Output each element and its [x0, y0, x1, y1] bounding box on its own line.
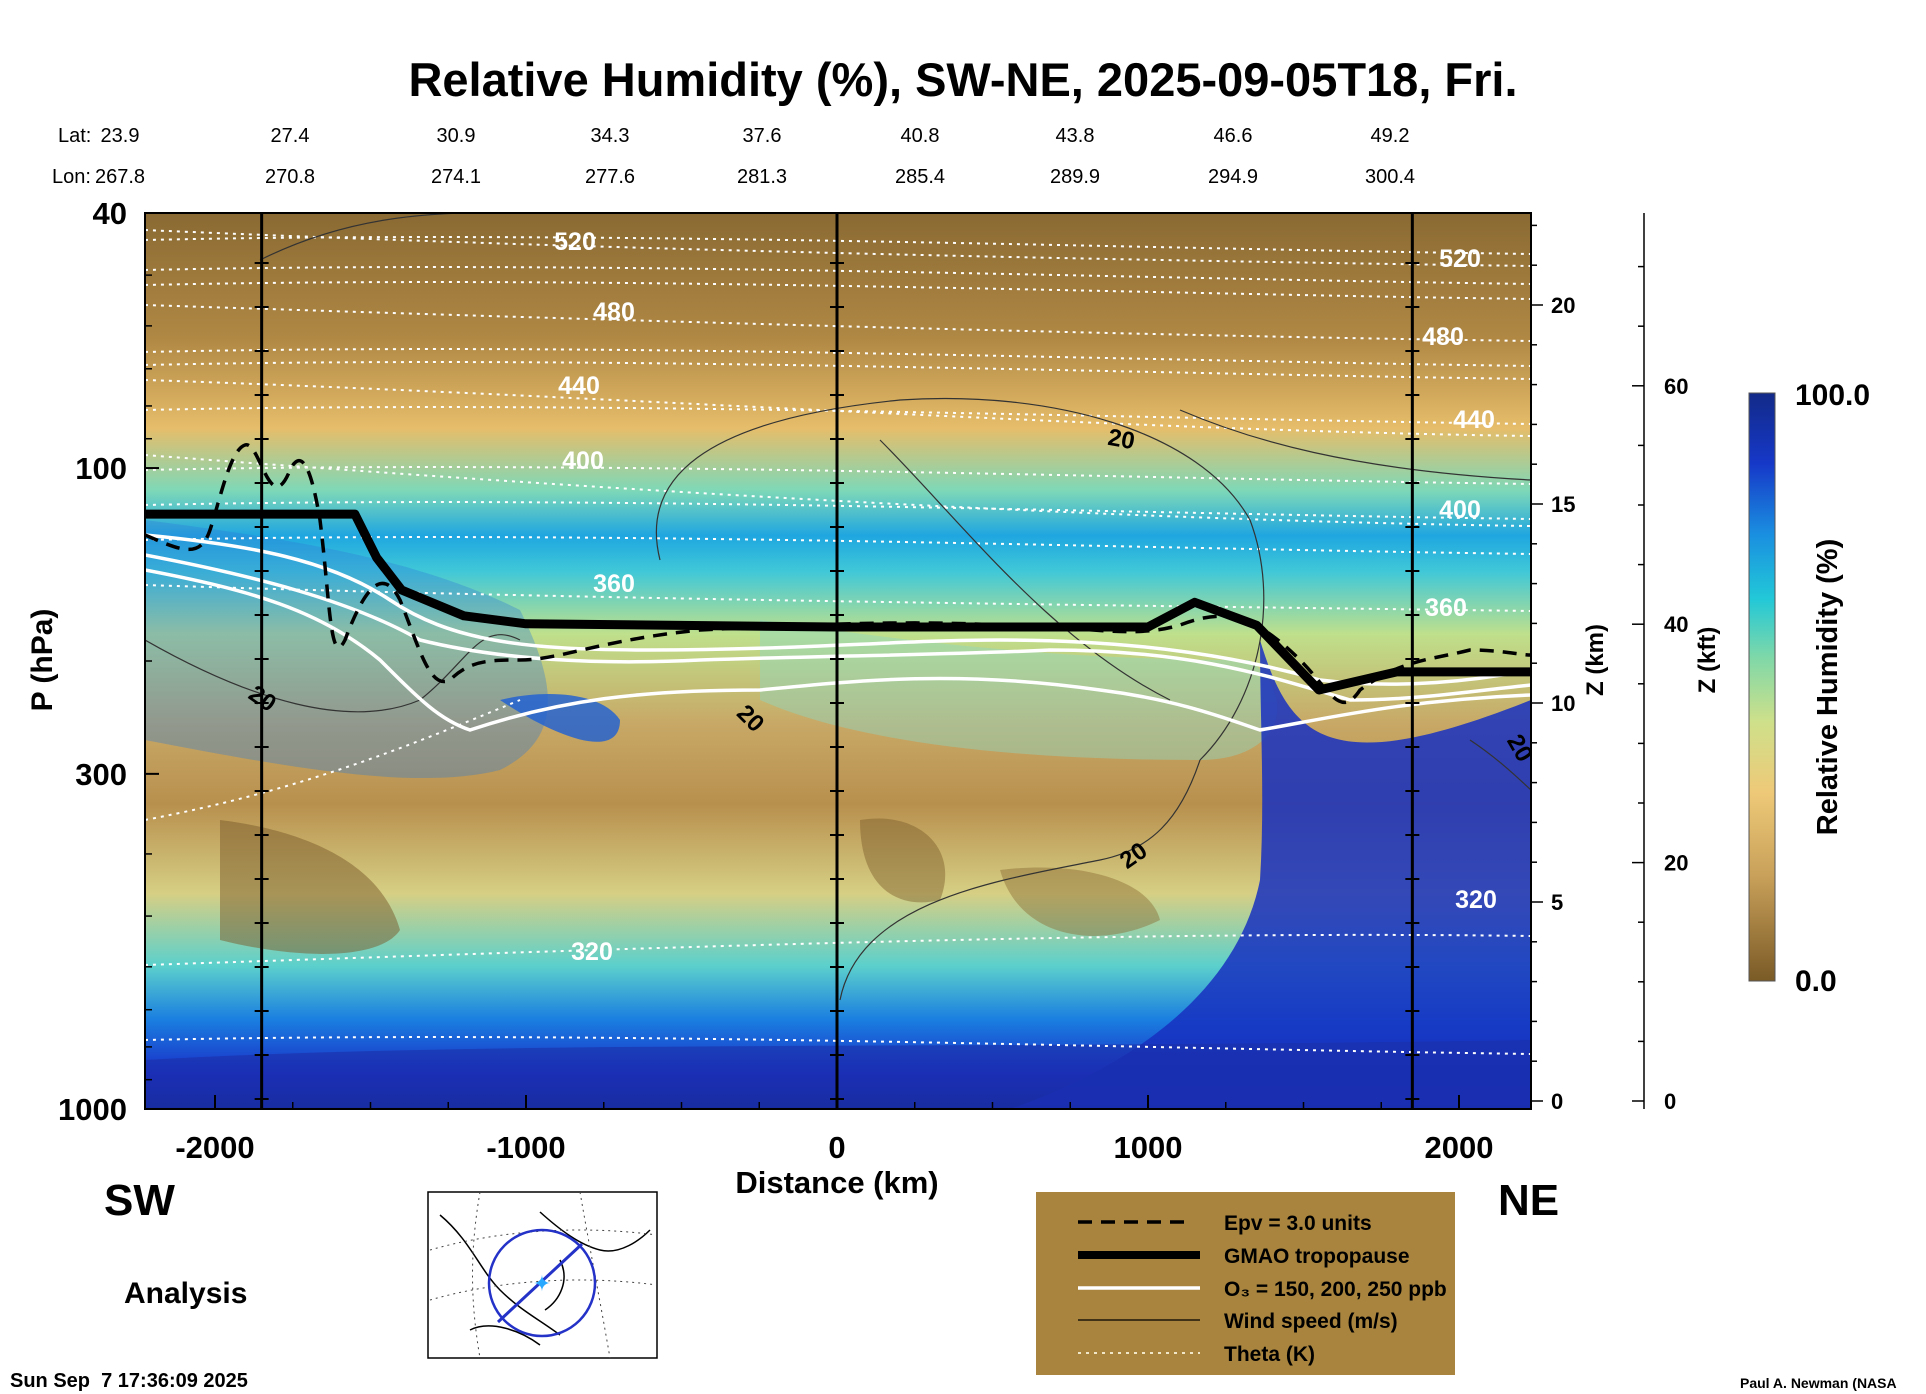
- analysis-label: Analysis: [124, 1277, 248, 1310]
- legend-tropopause: GMAO tropopause: [1224, 1245, 1410, 1268]
- colorbar-label: Relative Humidity (%): [1812, 539, 1844, 836]
- sw-direction-label: SW: [104, 1176, 175, 1225]
- theta-label: 320: [571, 938, 613, 966]
- lat-value: 27.4: [270, 125, 310, 147]
- y-tick-label: 300: [75, 757, 127, 792]
- lat-value: 30.9: [436, 125, 476, 147]
- x-axis-label: Distance (km): [735, 1165, 938, 1200]
- y-axis-z-km: 0 5 10 15 20: [1530, 213, 1575, 1114]
- credit: Paul A. Newman (NASA: [1740, 1375, 1897, 1391]
- legend-wind-speed: Wind speed (m/s): [1224, 1310, 1398, 1333]
- legend: Epv = 3.0 units GMAO tropopause O₃ = 150…: [1036, 1192, 1455, 1375]
- lon-value: 277.6: [584, 166, 636, 188]
- lat-value: 34.3: [590, 125, 630, 147]
- z-km-tick-label: 5: [1551, 890, 1563, 915]
- theta-label: 360: [593, 570, 635, 598]
- lat-value: 46.6: [1213, 125, 1253, 147]
- legend-theta: Theta (K): [1224, 1343, 1315, 1366]
- lon-value: 281.3: [736, 166, 788, 188]
- theta-label: 480: [593, 298, 635, 326]
- theta-label: 360: [1425, 594, 1467, 622]
- y-tick-label: 1000: [58, 1092, 127, 1127]
- wind-contour: [1179, 409, 1531, 481]
- lon-value: 267.8: [94, 166, 146, 188]
- theta-label: 440: [1453, 406, 1495, 434]
- y-axis-pressure: 40 100 300 1000: [58, 196, 159, 1127]
- lon-value: 294.9: [1207, 166, 1259, 188]
- lon-value: 285.4: [894, 166, 946, 188]
- theta-label: 520: [554, 228, 596, 256]
- legend-ozone: O₃ = 150, 200, 250 ppb: [1224, 1278, 1447, 1301]
- lon-value: 274.1: [430, 166, 482, 188]
- chart-title: Relative Humidity (%), SW-NE, 2025-09-05…: [408, 53, 1518, 106]
- theta-label: 520: [1439, 245, 1481, 273]
- lon-row-label: Lon:: [52, 166, 91, 188]
- map-center-marker: ✦: [533, 1271, 551, 1296]
- x-tick-label: -1000: [486, 1130, 565, 1165]
- theta-label: 400: [1439, 496, 1481, 524]
- theta-labels: 520 520 480 480 440 440 400 400 360 360 320 320: [554, 228, 1497, 966]
- epv-line: [145, 443, 1531, 705]
- x-axis: -2000 -1000 0 1000 2000: [175, 1095, 1493, 1165]
- wind-contour: [879, 439, 1171, 701]
- wind-contour: [259, 213, 520, 261]
- z-kft-tick-label: 60: [1664, 374, 1688, 399]
- x-tick-label: 0: [828, 1130, 845, 1165]
- lon-value: 270.8: [264, 166, 316, 188]
- z-km-tick-label: 20: [1551, 293, 1575, 318]
- wind-contour: [839, 759, 1201, 1001]
- legend-epv: Epv = 3.0 units: [1224, 1212, 1372, 1235]
- z-km-tick-label: 10: [1551, 691, 1575, 716]
- y-axis-z-kft: 0 20 40 60: [1632, 213, 1688, 1114]
- lon-value: 300.4: [1364, 166, 1416, 188]
- wind-label: 20: [1106, 424, 1137, 455]
- lat-value: 43.8: [1055, 125, 1095, 147]
- colorbar: [1748, 392, 1776, 982]
- theta-label: 400: [562, 447, 604, 475]
- locator-map: ✦: [427, 1191, 658, 1359]
- theta-label: 440: [558, 372, 600, 400]
- z-kft-tick-label: 0: [1664, 1089, 1676, 1114]
- z-kft-tick-label: 40: [1664, 612, 1688, 637]
- y-tick-label: 40: [93, 196, 127, 231]
- x-tick-label: 2000: [1425, 1130, 1494, 1165]
- x-tick-label: -2000: [175, 1130, 254, 1165]
- theta-label: 480: [1422, 323, 1464, 351]
- z-kft-axis-label: Z (kft): [1694, 627, 1721, 694]
- ne-direction-label: NE: [1498, 1176, 1560, 1225]
- z-km-axis-label: Z (km): [1582, 624, 1609, 696]
- lon-value: 289.9: [1049, 166, 1101, 188]
- timestamp: Sun Sep 7 17:36:09 2025: [10, 1370, 248, 1392]
- ozone-contour: [145, 568, 1531, 732]
- ozone-contour: [145, 553, 1531, 702]
- x-tick-label: 1000: [1114, 1130, 1183, 1165]
- y-axis-label: P (hPa): [26, 609, 59, 712]
- vertical-reference-lines: [254, 213, 1420, 1109]
- z-kft-tick-label: 20: [1664, 851, 1688, 876]
- colorbar-min-label: 0.0: [1795, 965, 1837, 998]
- lat-value: 49.2: [1370, 125, 1410, 147]
- lat-value: 37.6: [742, 125, 782, 147]
- y-tick-label: 100: [75, 451, 127, 486]
- theta-label: 320: [1455, 886, 1497, 914]
- colorbar-max-label: 100.0: [1795, 379, 1870, 412]
- lat-value: 40.8: [900, 125, 940, 147]
- z-km-tick-label: 0: [1551, 1089, 1563, 1114]
- wind-contour: [1469, 739, 1531, 791]
- lat-value: 23.9: [100, 125, 140, 147]
- lat-row-label: Lat:: [58, 125, 92, 147]
- z-km-tick-label: 15: [1551, 492, 1575, 517]
